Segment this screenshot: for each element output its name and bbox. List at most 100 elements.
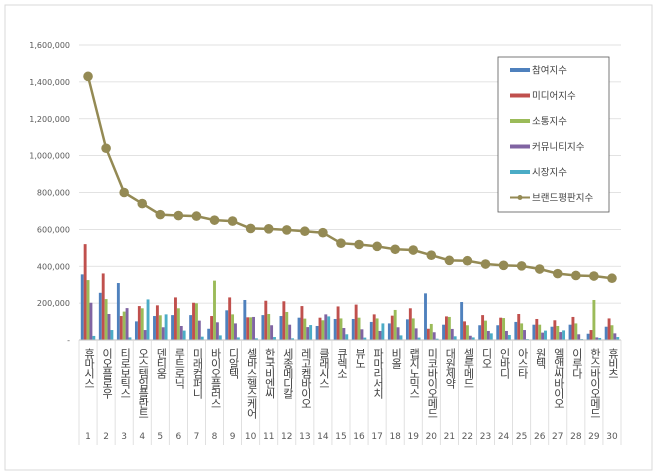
bar-1 (315, 325, 319, 340)
bar-2 (372, 314, 376, 340)
bar-4 (288, 324, 292, 340)
bar-1 (297, 317, 301, 340)
category-label: 클래시스 (317, 348, 330, 388)
bar-3 (213, 280, 216, 340)
legend-swatch (510, 93, 530, 98)
brand-index-point (607, 273, 617, 284)
bar-1 (207, 328, 211, 340)
brand-index-point (354, 239, 364, 250)
category-label: 세종메디칼 (281, 348, 294, 399)
x-axis: 휴마시스 1 이오플로우 2 티로보틱스 3 오스템임플란트 4 덴티움 5 루트로닉 6 미래컴퍼니 7… (78, 339, 622, 445)
category-label: 레고켐바이오 (299, 348, 312, 408)
brand-index-point (408, 245, 419, 255)
bar-2 (300, 306, 304, 340)
brand-index-point (372, 241, 382, 252)
bar-1 (171, 315, 175, 340)
rank-label: 30 (606, 432, 618, 442)
bar-5 (544, 330, 547, 340)
bar-2 (336, 306, 340, 340)
bar-5 (507, 335, 511, 340)
brand-index-point (155, 209, 166, 220)
bar-1 (532, 324, 536, 340)
bar-4 (197, 320, 201, 340)
rank-label: 17 (371, 432, 382, 442)
rank-label: 14 (317, 432, 329, 442)
bar-4 (414, 328, 418, 340)
legend-swatch (510, 144, 530, 149)
bar-1 (225, 310, 229, 340)
bar-4 (450, 328, 454, 340)
legend-label: 참여지수 (532, 65, 567, 77)
legend-swatch (510, 170, 530, 174)
bar-2 (137, 306, 141, 340)
category-label: 미래컴퍼니 (191, 348, 204, 399)
rank-label: 16 (353, 432, 365, 442)
brand-index-point (336, 238, 346, 249)
legend-swatch-marker (517, 195, 523, 200)
brand-index-point (589, 271, 599, 281)
category-label: 대원제약 (444, 348, 457, 390)
bar-5 (200, 336, 204, 340)
rank-label: 8 (212, 432, 218, 442)
brand-index-point (119, 187, 129, 198)
brand-index-point (300, 226, 310, 237)
category-label: 엘앤씨바이오 (552, 348, 565, 408)
category-label: 미코바이오메드 (426, 348, 439, 418)
legend-label: 시장지수 (532, 168, 567, 179)
bar-2 (535, 318, 539, 340)
bar-2 (192, 302, 195, 340)
bar-4 (143, 330, 147, 340)
bar-4 (505, 330, 508, 340)
category-label: 바이오플러스 (209, 348, 222, 408)
category-label: 큐렉소 (335, 348, 348, 378)
bar-1 (261, 315, 265, 340)
bar-1 (550, 326, 554, 340)
rank-label: 20 (426, 432, 438, 442)
rank-label: 9 (230, 432, 236, 442)
bar-3 (176, 308, 180, 340)
rank-label: 29 (588, 432, 600, 442)
brand-index-point (390, 244, 400, 255)
bar-4 (523, 330, 526, 340)
bar-2 (210, 316, 214, 340)
bar-2 (318, 317, 322, 340)
bar-1 (279, 316, 283, 340)
y-tick-label: 1,400,000 (29, 78, 70, 87)
rank-label: 21 (444, 432, 455, 442)
legend-swatch (510, 68, 530, 72)
rank-label: 2 (103, 432, 109, 442)
bar-2 (155, 305, 159, 340)
brand-index-point (245, 223, 256, 234)
category-label: 셀루메드 (462, 348, 475, 388)
bar-5 (399, 335, 403, 340)
bar-1 (333, 318, 337, 340)
bar-3 (556, 325, 560, 340)
bar-5 (128, 337, 132, 340)
bar-4 (179, 325, 183, 340)
y-tick-label: 1,000,000 (29, 152, 70, 161)
bar-4 (306, 327, 310, 340)
bar-3 (104, 299, 108, 340)
bar-4 (577, 334, 581, 340)
bar-4 (396, 327, 400, 340)
bar-1 (387, 323, 391, 340)
bar-5 (381, 323, 385, 340)
bar-5 (92, 335, 96, 340)
bar-3 (447, 316, 451, 340)
bar-5 (435, 338, 439, 340)
bar-4 (595, 337, 599, 340)
bar-4 (559, 332, 563, 340)
rank-label: 3 (121, 432, 127, 442)
category-label: 아스타 (516, 348, 529, 379)
bar-4 (486, 330, 490, 340)
rank-label: 23 (480, 432, 491, 442)
brand-index-point (209, 215, 220, 225)
bar-3 (122, 311, 126, 340)
bar-5 (110, 330, 114, 340)
bar-1 (586, 333, 590, 340)
brand-index-point (426, 250, 437, 260)
bar-1 (568, 324, 572, 340)
legend-box (497, 56, 610, 213)
bar-5 (471, 337, 475, 340)
